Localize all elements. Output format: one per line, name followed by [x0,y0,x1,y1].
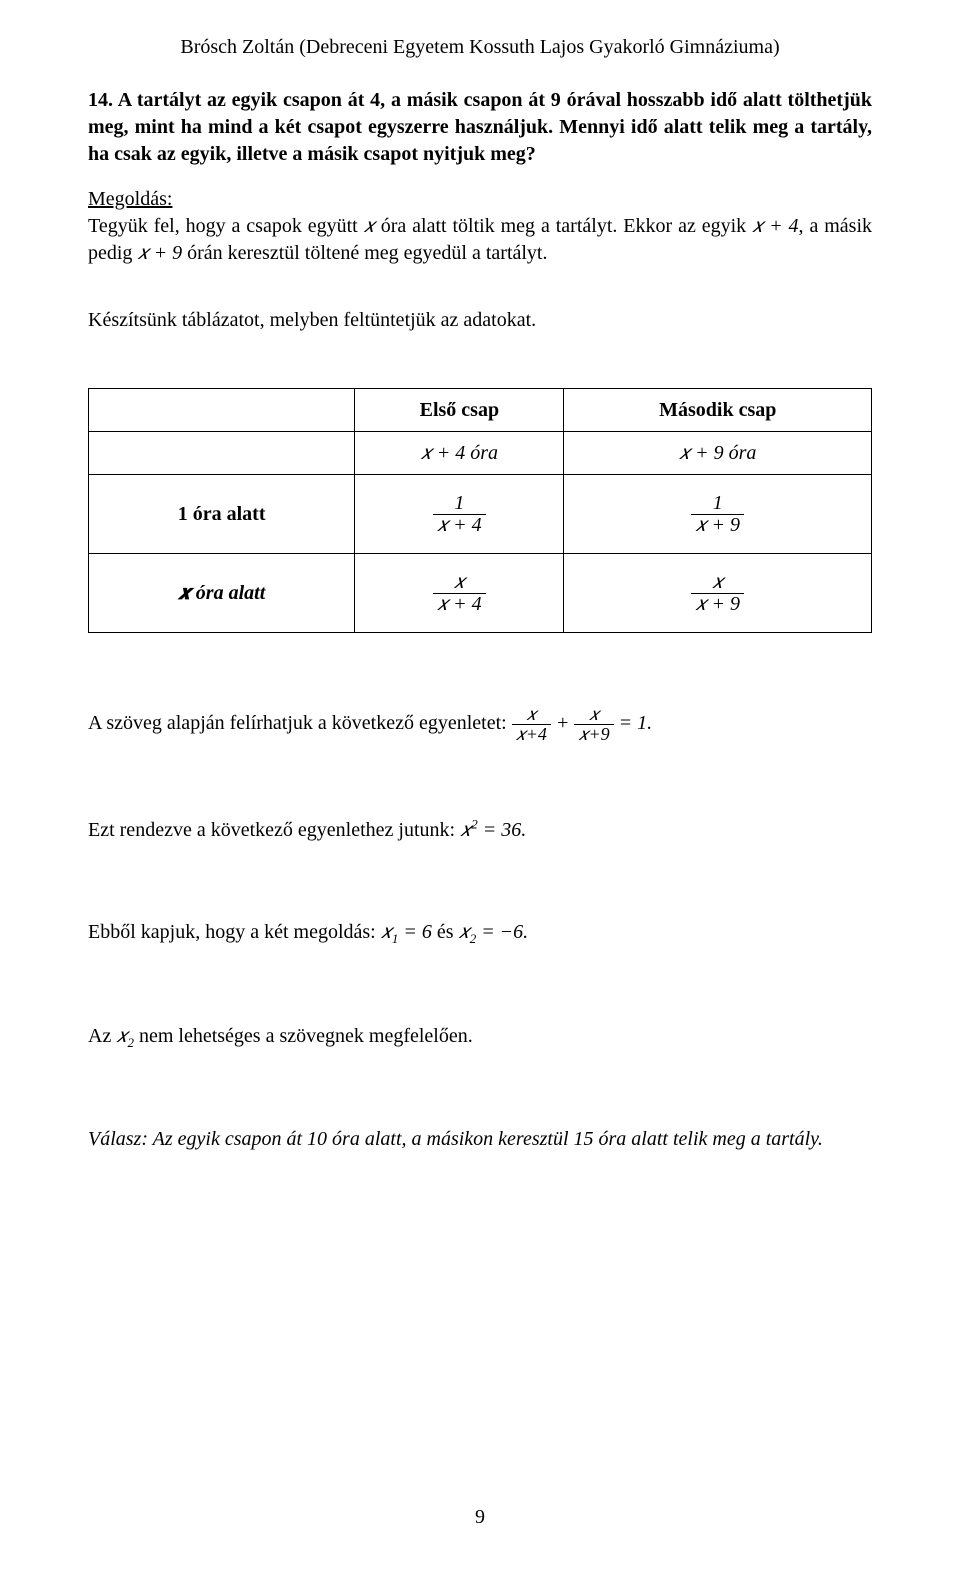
roots-x2: 𝑥 [459,921,470,943]
problem-statement: 14. A tartályt az egyik csapon át 4, a m… [88,87,872,168]
rearranged-a: Ezt rendezve a következő egyenlethez jut… [88,819,460,841]
problem-text: A tartályt az egyik csapon át 4, a másik… [88,89,872,165]
page-number: 9 [0,1506,960,1529]
rearranged-c: = 36. [478,819,527,841]
cell-1-1: 1𝑥 + 4 [355,475,564,554]
reject-x: 𝑥 [116,1025,127,1047]
roots-x1: 𝑥 [381,921,392,943]
roots-eq1: = 6 [398,921,432,943]
reject-line: Az 𝑥2 nem lehetséges a szövegnek megfele… [88,1020,872,1054]
time-cell-2: 𝑥 + 9 óra [564,432,872,475]
den-1-2: 𝑥 + 9 [691,514,744,536]
den-1-1: 𝑥 + 4 [433,514,486,536]
reject-a: Az [88,1025,116,1047]
eq-num-1: 𝑥 [512,705,551,724]
row-label-2: 𝒙 óra alatt [89,554,355,633]
roots-eq2: = −6. [476,921,528,943]
solution-line-1a: Tegyük fel, hogy a csapok együtt [88,215,364,237]
eq-plus: + [556,712,575,734]
table-corner [89,389,355,432]
roots-and: és [432,921,459,943]
rearranged-line: Ezt rendezve a következő egyenlethez jut… [88,814,872,846]
page-header: Brósch Zoltán (Debreceni Egyetem Kossuth… [88,36,872,59]
problem-number: 14. [88,89,113,111]
eq-den-2: 𝑥+9 [574,724,613,744]
num-1-1: 1 [433,493,486,514]
expr-xp4: 𝑥 + 4 [752,215,798,237]
eq-intro: A szöveg alapján felírhatjuk a következő… [88,712,512,734]
roots-a: Ebből kapjuk, hogy a két megoldás: [88,921,381,943]
data-table: Első csap Második csap 𝑥 + 4 óra 𝑥 + 9 ó… [88,388,872,633]
cell-2-2: 𝑥𝑥 + 9 [564,554,872,633]
eq-num-2: 𝑥 [574,705,613,724]
answer-line: Válasz: Az egyik csapon át 10 óra alatt,… [88,1123,872,1155]
num-1-2: 1 [691,493,744,514]
solution-block: Megoldás: Tegyük fel, hogy a csapok együ… [88,186,872,267]
solution-line-1b: óra alatt töltik meg a tartályt. Ekkor a… [375,215,752,237]
solution-label: Megoldás: [88,188,172,210]
num-2-2: 𝑥 [691,572,744,593]
num-2-1: 𝑥 [433,572,486,593]
time-row-label [89,432,355,475]
row-label-1: 1 óra alatt [89,475,355,554]
col-header-1: Első csap [355,389,564,432]
time-cell-1: 𝑥 + 4 óra [355,432,564,475]
col-header-2: Második csap [564,389,872,432]
den-2-1: 𝑥 + 4 [433,593,486,615]
var-x: 𝑥 [364,215,375,237]
cell-1-2: 1𝑥 + 9 [564,475,872,554]
reject-b: nem lehetséges a szövegnek megfelelően. [134,1025,473,1047]
equation-line: A szöveg alapján felírhatjuk a következő… [88,705,872,744]
roots-line: Ebből kapjuk, hogy a két megoldás: 𝑥1 = … [88,916,872,950]
rearranged-x: 𝑥 [460,819,471,841]
expr-xp9: 𝑥 + 9 [137,242,182,264]
den-2-2: 𝑥 + 9 [691,593,744,615]
table-intro: Készítsünk táblázatot, melyben feltüntet… [88,307,872,334]
eq-den-1: 𝑥+4 [512,724,551,744]
eq-rhs: = 1. [619,712,653,734]
solution-line-1d: órán keresztül töltené meg egyedül a tar… [182,242,547,264]
cell-2-1: 𝑥𝑥 + 4 [355,554,564,633]
